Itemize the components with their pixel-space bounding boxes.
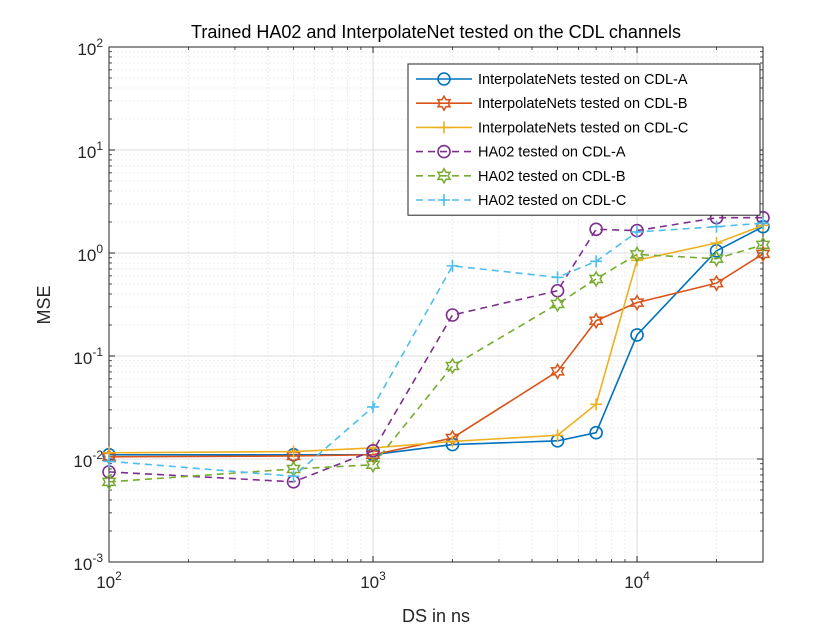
y-tick-label: 10-1 bbox=[73, 345, 103, 368]
legend-entry: HA02 tested on CDL-A bbox=[416, 145, 626, 161]
data-point bbox=[446, 259, 459, 272]
data-point bbox=[551, 271, 564, 284]
data-point bbox=[287, 445, 300, 458]
data-point bbox=[446, 435, 459, 448]
legend-marker bbox=[437, 144, 451, 159]
series-6 bbox=[103, 217, 769, 483]
data-point bbox=[755, 236, 771, 254]
legend-marker bbox=[438, 194, 450, 206]
y-axis-title: MSE bbox=[34, 285, 54, 324]
legend-marker bbox=[436, 167, 452, 185]
x-tick-label: 103 bbox=[360, 569, 386, 592]
series-line bbox=[108, 244, 764, 483]
data-point bbox=[631, 225, 644, 238]
chart-title: Trained HA02 and InterpolateNet tested o… bbox=[191, 22, 681, 42]
data-point bbox=[550, 362, 565, 380]
data-point bbox=[588, 312, 604, 330]
legend-entry: InterpolateNets tested on CDL-C bbox=[416, 120, 688, 136]
legend: InterpolateNets tested on CDL-A Interpola… bbox=[407, 63, 761, 216]
x-tick-label: 104 bbox=[624, 569, 650, 592]
data-point bbox=[710, 237, 723, 250]
legend-label: HA02 tested on CDL-A bbox=[478, 145, 626, 161]
legend-entry: InterpolateNets tested on CDL-B bbox=[416, 94, 688, 112]
legend-label: HA02 tested on CDL-B bbox=[478, 169, 626, 185]
x-tick-label: 102 bbox=[96, 569, 122, 592]
series-line bbox=[108, 253, 764, 458]
data-point bbox=[590, 255, 603, 268]
data-point bbox=[590, 398, 603, 411]
data-point bbox=[367, 441, 380, 454]
y-tick-label: 10-3 bbox=[73, 551, 103, 574]
x-axis-title: DS in ns bbox=[402, 606, 470, 626]
data-point bbox=[709, 274, 724, 292]
legend-entry: HA02 tested on CDL-B bbox=[416, 167, 626, 185]
data-point bbox=[365, 456, 381, 474]
data-point bbox=[629, 245, 645, 263]
legend-marker bbox=[438, 121, 450, 134]
legend-marker bbox=[436, 94, 452, 112]
data-point bbox=[445, 308, 460, 322]
data-point bbox=[103, 455, 115, 468]
legend-marker bbox=[437, 72, 451, 86]
y-tick-label: 101 bbox=[77, 139, 103, 162]
data-point bbox=[550, 295, 565, 313]
data-point bbox=[287, 470, 300, 483]
data-point bbox=[588, 270, 604, 288]
legend-label: InterpolateNets tested on CDL-B bbox=[478, 96, 688, 112]
axes-frame bbox=[108, 46, 764, 563]
data-point bbox=[445, 357, 460, 375]
y-tick-label: 100 bbox=[77, 242, 103, 265]
legend-label: InterpolateNets tested on CDL-C bbox=[478, 120, 688, 136]
series-5 bbox=[101, 236, 771, 491]
data-point bbox=[630, 328, 644, 342]
legend-entry: HA02 tested on CDL-C bbox=[416, 193, 626, 209]
data-point bbox=[757, 217, 769, 230]
data-point bbox=[710, 220, 723, 233]
y-tick-label: 102 bbox=[77, 36, 103, 59]
legend-label: HA02 tested on CDL-C bbox=[478, 193, 626, 209]
legend-box bbox=[407, 63, 761, 216]
data-point bbox=[551, 429, 564, 442]
y-tick-label: 10-2 bbox=[73, 448, 103, 471]
data-point bbox=[709, 250, 724, 268]
data-point bbox=[367, 400, 380, 413]
legend-entry: InterpolateNets tested on CDL-A bbox=[416, 72, 688, 88]
series-line bbox=[108, 216, 763, 483]
data-point bbox=[755, 245, 771, 263]
data-point bbox=[589, 222, 603, 237]
legend-label: InterpolateNets tested on CDL-A bbox=[478, 72, 688, 88]
data-point bbox=[589, 425, 603, 440]
data-point bbox=[629, 294, 645, 312]
data-point bbox=[101, 473, 117, 491]
